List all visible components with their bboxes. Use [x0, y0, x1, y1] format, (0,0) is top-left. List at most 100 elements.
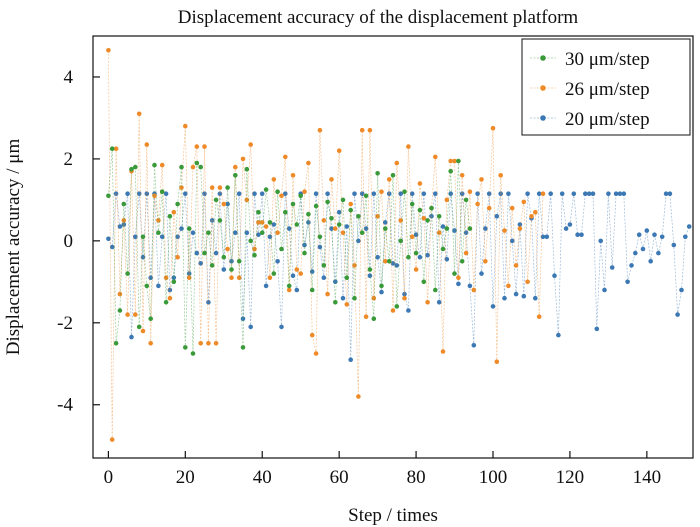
data-point: [171, 209, 177, 215]
data-point: [371, 191, 377, 196]
data-point: [406, 254, 411, 260]
data-point: [363, 193, 369, 199]
data-point: [233, 173, 238, 178]
data-point: [517, 222, 523, 227]
data-point: [233, 230, 238, 235]
data-point: [252, 246, 257, 252]
data-point: [559, 191, 565, 196]
data-point: [452, 271, 457, 276]
legend-label: 20 μm/step: [565, 109, 650, 130]
data-point: [467, 189, 473, 194]
data-point: [348, 207, 354, 213]
data-point: [336, 209, 342, 215]
data-point: [352, 295, 357, 301]
data-point: [406, 144, 411, 149]
data-point: [198, 341, 203, 346]
chart-title: Displacement accuracy of the displacemen…: [178, 7, 579, 28]
data-point: [321, 275, 327, 281]
data-point: [513, 291, 519, 297]
data-point: [506, 283, 511, 289]
data-point: [263, 187, 269, 192]
data-point: [444, 257, 450, 262]
data-point: [306, 211, 311, 217]
data-point: [344, 275, 350, 281]
data-point: [663, 191, 669, 196]
data-point: [209, 263, 215, 268]
data-point: [313, 351, 319, 356]
data-point: [156, 230, 161, 235]
data-point: [329, 216, 334, 221]
data-point: [275, 230, 280, 235]
data-point: [636, 232, 642, 237]
data-point: [271, 271, 277, 276]
data-point: [486, 191, 492, 196]
y-tick-label: 2: [64, 149, 74, 170]
data-point: [175, 254, 180, 260]
data-point: [106, 236, 111, 242]
data-point: [117, 291, 123, 297]
data-point: [113, 146, 119, 151]
data-point: [456, 158, 461, 164]
data-point: [544, 234, 550, 240]
data-point: [286, 287, 292, 293]
x-tick-label: 40: [253, 467, 272, 488]
data-point: [113, 191, 119, 196]
data-point: [248, 142, 253, 147]
data-point: [248, 324, 253, 330]
data-point: [652, 232, 657, 237]
legend-box: [521, 38, 691, 136]
x-tick-label: 100: [479, 467, 508, 488]
data-point: [252, 252, 257, 258]
data-point: [463, 250, 469, 256]
data-point: [136, 324, 142, 330]
data-point: [456, 275, 461, 281]
data-point: [144, 142, 150, 147]
data-point: [117, 224, 123, 229]
data-point: [683, 234, 688, 240]
data-point: [229, 259, 234, 264]
data-point: [129, 166, 134, 172]
data-point: [471, 287, 477, 293]
data-point: [325, 291, 330, 297]
data-point: [417, 181, 423, 186]
data-point: [117, 308, 123, 313]
data-point: [421, 216, 427, 221]
data-point: [525, 191, 530, 196]
data-point: [448, 168, 454, 174]
data-point: [259, 191, 265, 196]
data-point: [563, 226, 569, 231]
data-point: [194, 250, 200, 256]
data-point: [598, 238, 603, 244]
data-point: [467, 283, 473, 289]
data-point: [167, 295, 173, 301]
data-point: [502, 228, 507, 233]
data-point: [209, 185, 215, 190]
data-point: [459, 173, 465, 178]
data-point: [409, 191, 415, 196]
data-point: [267, 220, 273, 225]
data-point: [425, 252, 430, 258]
data-point: [436, 300, 442, 305]
data-point: [152, 162, 157, 168]
x-tick-label: 120: [556, 467, 585, 488]
series-1: [106, 48, 546, 442]
data-point: [236, 275, 242, 281]
data-point: [471, 343, 477, 348]
data-point: [402, 295, 407, 301]
data-point: [583, 191, 588, 196]
legend-marker: [540, 55, 546, 61]
data-point: [448, 191, 454, 196]
data-point: [156, 283, 161, 289]
data-point: [294, 267, 300, 272]
data-point: [379, 189, 384, 194]
data-point: [617, 191, 623, 196]
series-0: [106, 146, 473, 356]
data-point: [159, 189, 165, 194]
legend-label: 30 μm/step: [565, 49, 650, 70]
x-tick-label: 80: [407, 467, 426, 488]
data-point: [209, 218, 215, 223]
data-point: [506, 191, 511, 196]
data-point: [190, 351, 196, 356]
data-point: [433, 287, 438, 293]
data-point: [229, 275, 234, 281]
